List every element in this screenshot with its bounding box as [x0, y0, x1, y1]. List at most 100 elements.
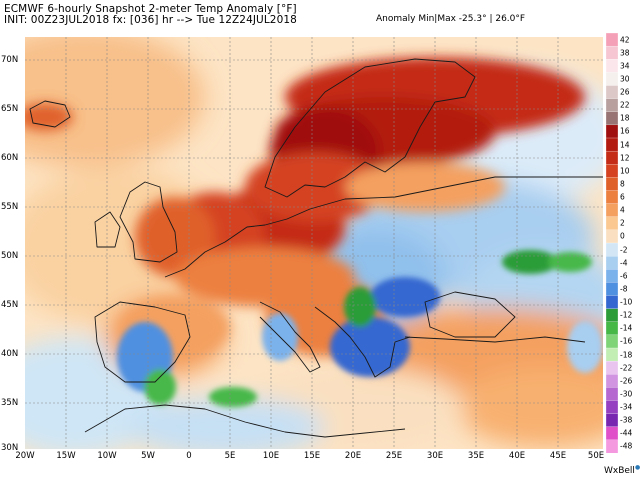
color-scale-label: -22 — [620, 363, 633, 373]
wxbell-logo-text: WxBell — [604, 466, 635, 476]
color-scale-label: 42 — [620, 35, 630, 45]
iberia-coast — [94, 301, 191, 383]
color-scale-label: -38 — [620, 415, 633, 425]
color-scale-swatch — [606, 150, 618, 165]
lon-label-15e: 15E — [303, 451, 321, 461]
wxbell-logo-mark: ● — [634, 464, 640, 471]
lat-label-45n: 45N — [1, 300, 19, 310]
color-scale-swatch — [606, 72, 618, 86]
color-scale-swatch — [606, 124, 618, 139]
color-scale-swatch — [606, 374, 618, 388]
color-scale-swatch — [606, 85, 618, 100]
color-scale-swatch — [606, 203, 618, 218]
color-scale-swatch — [606, 295, 618, 310]
color-scale-label: -18 — [620, 350, 633, 360]
lon-label-35e: 35E — [467, 451, 485, 461]
color-scale-label: 2 — [620, 218, 625, 228]
lat-label-30n: 30N — [1, 443, 19, 453]
color-scale-swatch — [606, 216, 618, 231]
color-scale-label: -6 — [620, 271, 628, 281]
color-scale-swatch — [606, 229, 618, 244]
anomaly-min-max: Anomaly Min|Max -25.3° | 26.0°F — [376, 14, 526, 24]
color-scale-label: -44 — [620, 428, 633, 438]
lat-label-70n: 70N — [1, 55, 19, 65]
continent-coast — [164, 176, 603, 278]
lon-label-30e: 30E — [426, 451, 444, 461]
lon-label-0: 0 — [186, 451, 192, 461]
italy-coast — [259, 301, 321, 373]
color-scale-label: -4 — [620, 258, 628, 268]
color-scale-label: -30 — [620, 389, 633, 399]
color-scale-label: -14 — [620, 323, 633, 333]
color-scale-swatch — [606, 321, 618, 336]
turkey-coast — [404, 336, 586, 343]
color-scale-label: 10 — [620, 166, 630, 176]
color-scale-swatch — [606, 177, 618, 191]
british-isles-coast — [119, 181, 178, 263]
color-scale-swatch — [606, 269, 618, 283]
lat-label-40n: 40N — [1, 349, 19, 359]
lon-label-45e: 45E — [549, 451, 567, 461]
color-scale-swatch — [606, 282, 618, 296]
color-scale-label: -2 — [620, 245, 628, 255]
color-scale-label: 16 — [620, 126, 630, 136]
lon-label-5e: 5E — [224, 451, 236, 461]
color-scale-swatch — [606, 426, 618, 441]
iceland-coast — [29, 100, 71, 128]
lat-label-60n: 60N — [1, 153, 19, 163]
color-scale-label: 12 — [620, 153, 630, 163]
color-scale-swatch — [606, 45, 618, 60]
lon-label-25e: 25E — [385, 451, 403, 461]
lat-label-55n: 55N — [1, 202, 19, 212]
lat-label-50n: 50N — [1, 251, 19, 261]
color-scale-swatch — [606, 347, 618, 362]
color-scale-swatch — [606, 59, 618, 73]
color-scale-label: -10 — [620, 297, 633, 307]
color-scale-label: -34 — [620, 402, 633, 412]
color-scale-swatch — [606, 137, 618, 152]
color-scale-swatch — [606, 255, 618, 270]
lon-label-20w: 20W — [15, 451, 35, 461]
color-scale-swatch — [606, 33, 618, 47]
lon-label-10w: 10W — [97, 451, 117, 461]
color-scale-label: -16 — [620, 336, 633, 346]
color-scale-label: 0 — [620, 231, 625, 241]
color-scale-label: 22 — [620, 100, 630, 110]
north-africa-coast — [84, 404, 406, 438]
color-scale-label: 14 — [620, 140, 630, 150]
color-scale-label: 34 — [620, 61, 630, 71]
color-scale-swatch — [606, 242, 618, 257]
color-scale-swatch — [606, 98, 618, 113]
lon-label-5w: 5W — [141, 451, 155, 461]
color-scale-label: 8 — [620, 179, 625, 189]
wxbell-logo: WxBell● — [604, 464, 640, 476]
scandinavia-coast — [264, 58, 476, 198]
ireland-coast — [94, 211, 121, 248]
lat-label-35n: 35N — [1, 398, 19, 408]
color-scale-swatch — [606, 308, 618, 323]
lon-label-50e: 50E — [587, 451, 605, 461]
color-scale-swatch — [606, 164, 618, 178]
color-scale-swatch — [606, 334, 618, 349]
color-scale-label: -8 — [620, 284, 628, 294]
color-scale-swatch — [606, 387, 618, 401]
color-scale-label: 26 — [620, 87, 630, 97]
lon-label-10e: 10E — [262, 451, 280, 461]
black-sea-coast — [424, 291, 516, 338]
color-scale-swatch — [606, 439, 618, 453]
color-scale-label: -48 — [620, 441, 633, 451]
color-scale-swatch — [606, 190, 618, 205]
color-scale-swatch — [606, 413, 618, 428]
lon-label-20e: 20E — [344, 451, 362, 461]
balkans-coast — [314, 306, 411, 378]
lon-label-15w: 15W — [56, 451, 76, 461]
color-scale-label: 6 — [620, 192, 625, 202]
color-scale-bar — [606, 33, 618, 453]
color-scale-swatch — [606, 111, 618, 126]
color-scale-swatch — [606, 360, 618, 375]
color-scale-label: 18 — [620, 113, 630, 123]
color-scale-label: 4 — [620, 205, 625, 215]
color-scale-label: -26 — [620, 376, 633, 386]
lat-label-65n: 65N — [1, 104, 19, 114]
lon-label-40e: 40E — [508, 451, 526, 461]
